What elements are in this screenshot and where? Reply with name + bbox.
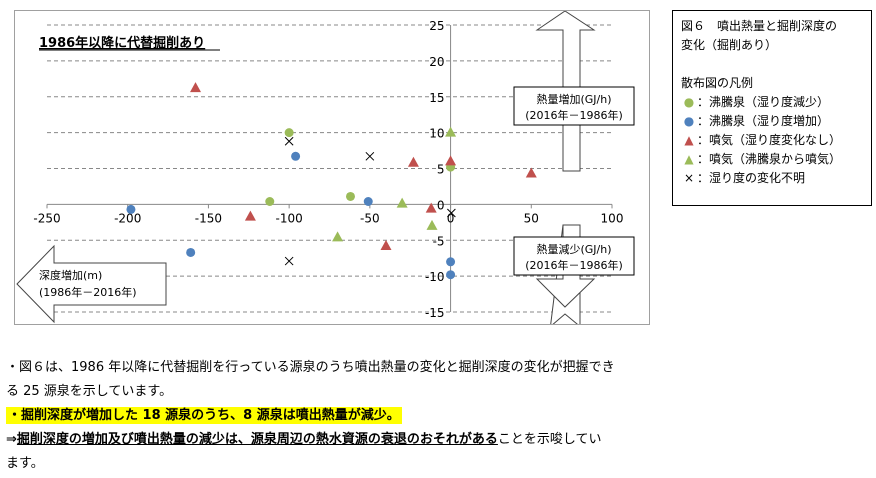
y-tick-label: 0 [437, 198, 445, 212]
decrease-box [513, 236, 635, 276]
text-line-1: ・図６は、1986 年以降に代替掘削を行っている源泉のうち噴出熱量の変化と掘削深… [6, 360, 615, 375]
y-tick-label: 25 [429, 19, 444, 33]
data-point-circle [446, 270, 456, 280]
figure-title: 図６ 噴出熱量と掘削深度の [681, 19, 838, 33]
figure-title-2: 変化（掘削あり） [681, 38, 778, 52]
legend-item: ▲ ：噴気（沸騰泉から噴気） [681, 150, 863, 169]
legend-marker-icon: ▲ [684, 133, 694, 147]
data-point-circle [345, 191, 355, 201]
x-tick-label: 50 [524, 211, 539, 225]
data-point-circle [265, 197, 275, 207]
legend-item: ▲ ：噴気（湿り度変化なし） [681, 131, 863, 150]
data-point-triangle [380, 239, 392, 250]
legend-label: ：噴気（湿り度変化なし） [697, 133, 842, 147]
data-point-triangle [425, 202, 437, 213]
x-tick-label: -150 [195, 211, 222, 225]
data-point-triangle [445, 155, 457, 166]
depth-period: (1986年－2016年) [39, 285, 137, 299]
decrease-label: 熱量減少(GJ/h) [536, 242, 611, 256]
chart-svg: -250 -200 -150 -100 -50 0 50 1002520151050-5-10… [16, 10, 635, 339]
legend-label: ：湿り度の変化不明 [697, 171, 806, 185]
description: ・図６は、1986 年以降に代替掘削を行っている源泉のうち噴出熱量の変化と掘削深… [6, 356, 706, 476]
data-point-circle [363, 197, 373, 207]
legend-marker-icon: ▲ [684, 152, 694, 166]
legend-item: × ：湿り度の変化不明 [681, 169, 863, 188]
legend-heading: 散布図の凡例 [681, 76, 754, 90]
y-tick-label: 5 [437, 163, 445, 177]
y-tick-label: 15 [429, 91, 444, 105]
decrease-period: (2016年－1986年) [525, 258, 623, 272]
data-point-circle [284, 128, 294, 138]
data-point-triangle [426, 219, 438, 230]
legend-label: ：沸騰泉（湿り度減少） [697, 95, 830, 109]
data-point-triangle [190, 82, 202, 93]
data-point-x [365, 151, 375, 161]
x-tick-label: -200 [114, 211, 141, 225]
data-point-x [284, 256, 294, 266]
chart-title: 1986年以降に代替掘削あり [39, 35, 205, 51]
y-tick-label: 20 [429, 55, 444, 69]
data-point-triangle [332, 231, 344, 242]
text-line-2: る 25 源泉を示しています。 [6, 384, 173, 399]
data-point-triangle [445, 126, 457, 137]
x-tick-label: 100 [601, 211, 624, 225]
increase-period: (2016年－1986年) [525, 108, 623, 122]
conclusion-bold: 掘削深度の増加及び噴出熱量の減少は、源泉周辺の熱水資源の衰退のおそれがある [16, 432, 498, 447]
x-tick-label: -50 [360, 211, 380, 225]
legend-item: ● ：沸騰泉（湿り度減少） [681, 93, 863, 112]
text-line-5: ます。 [6, 456, 44, 471]
increase-box [513, 86, 635, 126]
legend-marker-icon: × [683, 171, 695, 185]
data-point-x [447, 208, 456, 218]
y-tick-label: -15 [425, 306, 445, 320]
increase-label: 熱量増加(GJ/h) [536, 93, 611, 106]
legend-label: ：沸騰泉（湿り度増加） [697, 114, 830, 128]
arrow-symbol: ⇒ [6, 432, 17, 447]
y-tick-label: -5 [433, 234, 445, 248]
data-point-triangle [525, 167, 537, 178]
x-tick-label: -250 [33, 211, 60, 225]
data-point-triangle [244, 210, 256, 221]
x-tick-label: 0 [447, 211, 455, 225]
legend-item: ● ：沸騰泉（湿り度増加） [681, 112, 863, 131]
y-tick-label: -10 [425, 270, 445, 284]
highlight-text: ・掘削深度が増加した 18 源泉のうち、8 源泉は噴出熱量が減少。 [6, 407, 402, 424]
data-point-circle [291, 151, 301, 161]
scatter-chart: -250 -200 -150 -100 -50 0 50 100 25 20 15 10 5 0 -5 -10… [14, 10, 650, 339]
left-arrow [16, 244, 167, 324]
depth-label: 深度増加(m) [39, 268, 102, 282]
data-point-triangle [407, 156, 419, 167]
legend-marker-icon: ● [683, 114, 695, 128]
legend-marker-icon: ● [683, 95, 695, 109]
data-point-x [284, 136, 294, 146]
data-point-triangle [396, 197, 408, 208]
conclusion-rest: ことを示唆してい [497, 432, 602, 447]
data-point-circle [126, 204, 136, 214]
data-point-circle [446, 257, 456, 267]
data-point-circle [186, 247, 196, 257]
legend-box: 図６ 噴出熱量と掘削深度の 変化（掘削あり） 散布図の凡例 ● ：沸騰泉（湿り度減… [672, 10, 872, 206]
y-tick-label: 10 [429, 127, 444, 141]
legend-label: ：噴気（沸騰泉から噴気） [697, 152, 842, 166]
x-tick-label: -100 [276, 211, 303, 225]
